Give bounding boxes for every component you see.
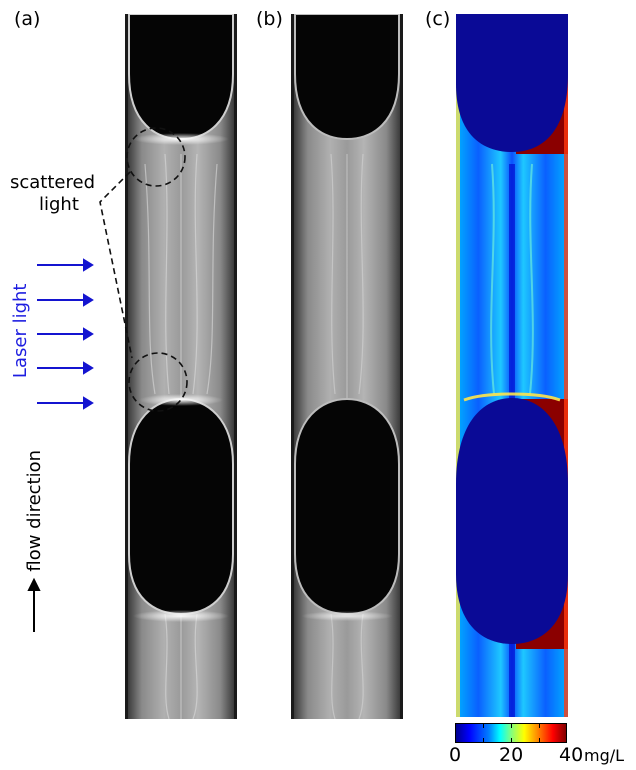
colorbar xyxy=(455,723,567,743)
panel-b-svg xyxy=(291,14,403,719)
panel-c-svg xyxy=(456,14,568,717)
panel-c-image xyxy=(456,14,568,717)
panel-b-image xyxy=(291,14,403,719)
panel-label-a: (a) xyxy=(14,8,41,30)
flow-arrow-icon xyxy=(27,577,41,632)
panel-label-c: (c) xyxy=(425,8,451,30)
scattered-text-1: scattered xyxy=(10,172,95,193)
scattered-text-2: light xyxy=(39,194,79,215)
scatter-circle-bottom xyxy=(128,352,188,412)
flow-direction-label: flow direction xyxy=(24,449,46,572)
colorbar-tick-20: 20 xyxy=(499,744,524,766)
scatter-circle-top xyxy=(126,127,186,187)
colorbar-tick-0: 0 xyxy=(449,744,462,766)
laser-light-label: Laser light xyxy=(10,283,32,379)
laser-arrows xyxy=(37,258,94,410)
panel-label-b: (b) xyxy=(256,8,283,30)
scatter-leader-line xyxy=(99,171,133,359)
colorbar-unit: mg/L xyxy=(584,746,625,765)
colorbar-tick-40: 40 xyxy=(559,744,584,766)
